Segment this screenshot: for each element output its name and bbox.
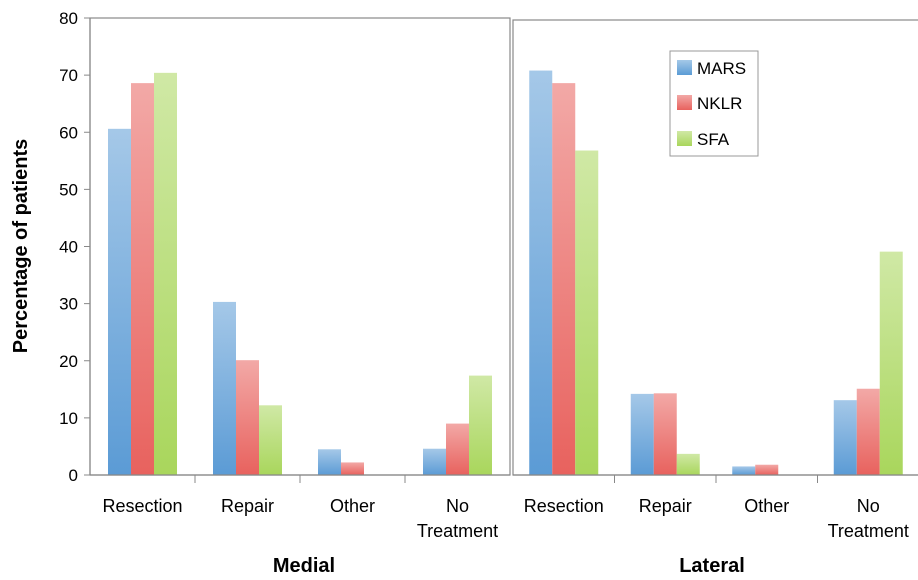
y-tick-label: 30 [59, 295, 78, 314]
panel-title-lateral: Lateral [679, 555, 745, 577]
bar-lateral-no-treatment-sfa [879, 251, 903, 475]
x-tick-label: Other [744, 496, 789, 516]
bar-lateral-resection-sfa [575, 150, 599, 475]
bar-medial-other-mars [318, 449, 341, 475]
y-tick-label: 60 [59, 123, 78, 142]
legend-swatch-sfa [677, 131, 692, 146]
x-axis-group: Resection Repair Other No Treatment Resection… [90, 474, 918, 541]
x-tick-label: Treatment [828, 521, 909, 541]
bar-medial-no-treatment-nklr [446, 423, 469, 475]
bar-medial-repair-mars [213, 301, 236, 475]
x-tick-label: Treatment [417, 521, 498, 541]
bar-lateral-repair-mars [630, 393, 654, 475]
x-tick-label: Repair [221, 496, 274, 516]
x-tick-label: No [857, 496, 880, 516]
y-tick-labels: 0 10 20 30 40 50 60 70 80 [59, 9, 90, 485]
x-tick-label: Resection [524, 496, 604, 516]
bar-lateral-repair-nklr [653, 393, 677, 475]
y-tick-label: 40 [59, 238, 78, 257]
y-tick-label: 20 [59, 352, 78, 371]
y-tick-label: 50 [59, 180, 78, 199]
bar-lateral-repair-sfa [676, 453, 700, 475]
x-tick-label: No [446, 496, 469, 516]
bar-medial-repair-sfa [259, 405, 282, 475]
y-tick-label: 80 [59, 9, 78, 28]
bar-lateral-other-nklr [755, 464, 779, 475]
bar-lateral-other-mars [732, 466, 756, 475]
bar-medial-no-treatment-sfa [469, 375, 492, 475]
legend-swatch-nklr [677, 95, 692, 110]
y-tick-label: 70 [59, 66, 78, 85]
bar-lateral-resection-mars [529, 70, 553, 476]
bar-medial-resection-mars [108, 128, 131, 475]
bar-medial-resection-sfa [154, 72, 177, 475]
bar-lateral-no-treatment-mars [833, 400, 857, 475]
bar-lateral-no-treatment-nklr [856, 388, 880, 475]
y-axis-title: Percentage of patients [10, 139, 32, 354]
legend-label-mars: MARS [697, 59, 746, 78]
bar-medial-no-treatment-mars [423, 448, 446, 475]
x-tick-label: Repair [639, 496, 692, 516]
bar-medial-repair-nklr [236, 360, 259, 475]
bar-medial-resection-nklr [131, 83, 154, 475]
x-tick-label: Resection [102, 496, 182, 516]
bar-medial-other-nklr [341, 462, 364, 475]
panel-title-medial: Medial [273, 555, 335, 577]
legend-label-nklr: NKLR [697, 94, 742, 113]
legend-label-sfa: SFA [697, 130, 730, 149]
bars-group [108, 70, 903, 476]
bar-lateral-resection-nklr [552, 83, 576, 475]
legend-swatch-mars [677, 60, 692, 75]
x-tick-label: Other [330, 496, 375, 516]
y-tick-label: 10 [59, 409, 78, 428]
y-tick-label: 0 [69, 466, 78, 485]
legend: MARS NKLR SFA [669, 50, 759, 157]
